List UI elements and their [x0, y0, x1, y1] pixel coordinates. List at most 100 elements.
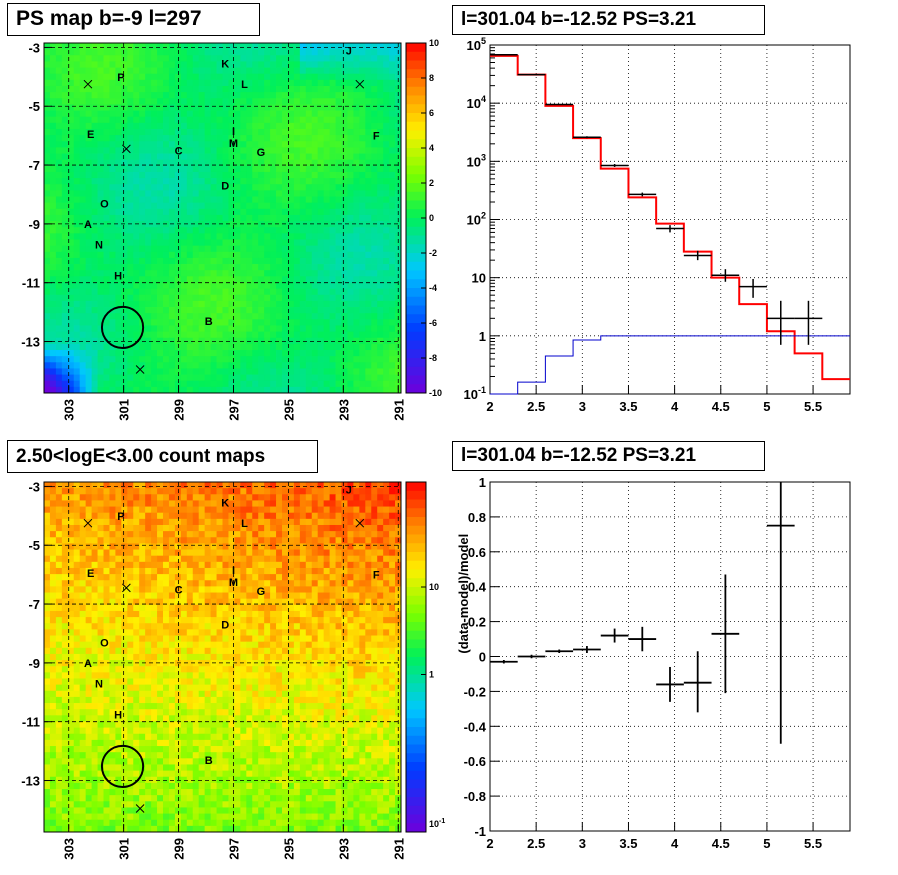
heatmap-cell: [163, 141, 170, 148]
heatmap-cell: [299, 288, 307, 296]
heatmap-cell: [365, 159, 372, 167]
heatmap-cell: [174, 264, 182, 271]
heatmap-cell: [210, 208, 217, 216]
heatmap-cell: [145, 574, 152, 581]
heatmap-cell: [240, 300, 247, 308]
heatmap-cell: [85, 512, 92, 520]
heatmap-cell: [216, 368, 223, 375]
heatmap-cell: [73, 343, 81, 351]
heatmap-cell: [55, 147, 63, 154]
heatmap-cell: [216, 386, 223, 394]
heatmap-cell: [341, 586, 348, 593]
heatmap-cell: [282, 208, 289, 216]
heatmap-cell: [234, 153, 241, 161]
heatmap-cell: [234, 141, 241, 148]
heatmap-cell: [97, 567, 104, 575]
heatmap-cell: [299, 343, 307, 351]
heatmap-cell: [168, 592, 176, 600]
heatmap-cell: [79, 574, 87, 581]
heatmap-cell: [293, 92, 301, 99]
heatmap-cell: [186, 331, 194, 339]
heatmap-cell: [305, 104, 313, 111]
heatmap-cell: [163, 214, 170, 222]
heatmap-cell: [210, 549, 217, 557]
heatmap-cell: [139, 282, 146, 290]
heatmap-cell: [335, 313, 342, 320]
heatmap-cell: [299, 43, 307, 50]
heatmap-cell: [287, 110, 295, 118]
heatmap-cell: [270, 165, 277, 173]
heatmap-cell: [198, 610, 206, 618]
heatmap-cell: [305, 592, 313, 600]
heatmap-cell: [163, 153, 170, 161]
source-label-M: M: [229, 138, 238, 150]
heatmap-cell: [287, 122, 295, 130]
heatmap-cell: [389, 586, 396, 593]
heatmap-cell: [299, 221, 307, 228]
heatmap-cell: [383, 43, 390, 50]
heatmap-cell: [49, 537, 57, 544]
heatmap-cell: [287, 586, 295, 593]
heatmap-cell: [228, 98, 235, 105]
heatmap-cell: [371, 374, 378, 382]
heatmap-cell: [389, 362, 396, 369]
heatmap-cell: [192, 135, 200, 142]
heatmap-cell: [198, 55, 206, 62]
heatmap-cell: [311, 531, 319, 538]
heatmap-cell: [49, 580, 57, 587]
heatmap-cell: [133, 561, 140, 569]
heatmap-cell: [317, 104, 325, 111]
heatmap-cell: [228, 270, 235, 277]
heatmap-cell: [353, 531, 360, 538]
heatmap-cell: [252, 574, 259, 581]
heatmap-cell: [91, 294, 98, 302]
heatmap-cell: [73, 49, 81, 56]
heatmap-cell: [145, 245, 152, 253]
heatmap-cell: [109, 104, 116, 111]
heatmap-cell: [365, 506, 372, 514]
heatmap-cell: [359, 623, 366, 630]
heatmap-cell: [359, 257, 366, 265]
heatmap-cell: [210, 257, 217, 265]
heatmap-cell: [121, 604, 128, 612]
heatmap-cell: [157, 122, 164, 130]
heatmap-cell: [359, 337, 366, 345]
heatmap-cell: [157, 598, 164, 606]
heatmap-cell: [192, 374, 200, 382]
heatmap-cell: [305, 202, 313, 210]
heatmap-cell: [85, 196, 92, 204]
heatmap-cell: [305, 343, 313, 351]
heatmap-cell: [109, 574, 116, 581]
heatmap-cell: [192, 386, 200, 394]
heatmap-cell: [371, 512, 378, 520]
heatmap-cell: [252, 512, 259, 520]
heatmap-cell: [157, 245, 164, 253]
heatmap-cell: [305, 221, 313, 228]
heatmap-cell: [67, 567, 75, 575]
heatmap-cell: [383, 233, 390, 240]
heatmap-cell: [103, 294, 110, 302]
heatmap-cell: [192, 55, 200, 62]
heatmap-cell: [282, 549, 289, 557]
heatmap-cell: [377, 122, 384, 130]
heatmap-cell: [174, 313, 182, 320]
heatmap-cell: [121, 362, 128, 369]
heatmap-cell: [157, 233, 164, 240]
heatmap-cell: [79, 604, 87, 612]
heatmap-cell: [73, 294, 81, 302]
heatmap-cell: [252, 288, 259, 296]
heatmap-cell: [389, 245, 396, 253]
heatmap-cell: [395, 325, 402, 332]
heatmap-cell: [365, 208, 372, 216]
heatmap-cell: [311, 227, 319, 234]
heatmap-cell: [174, 104, 182, 111]
heatmap-cell: [151, 153, 158, 161]
heatmap-cell: [174, 153, 182, 161]
heatmap-cell: [276, 214, 283, 222]
heatmap-cell: [127, 227, 134, 234]
heatmap-cell: [240, 623, 247, 630]
heatmap-cell: [377, 55, 384, 62]
heatmap-cell: [383, 98, 390, 105]
heatmap-cell: [192, 356, 200, 363]
heatmap-cell: [222, 325, 229, 332]
